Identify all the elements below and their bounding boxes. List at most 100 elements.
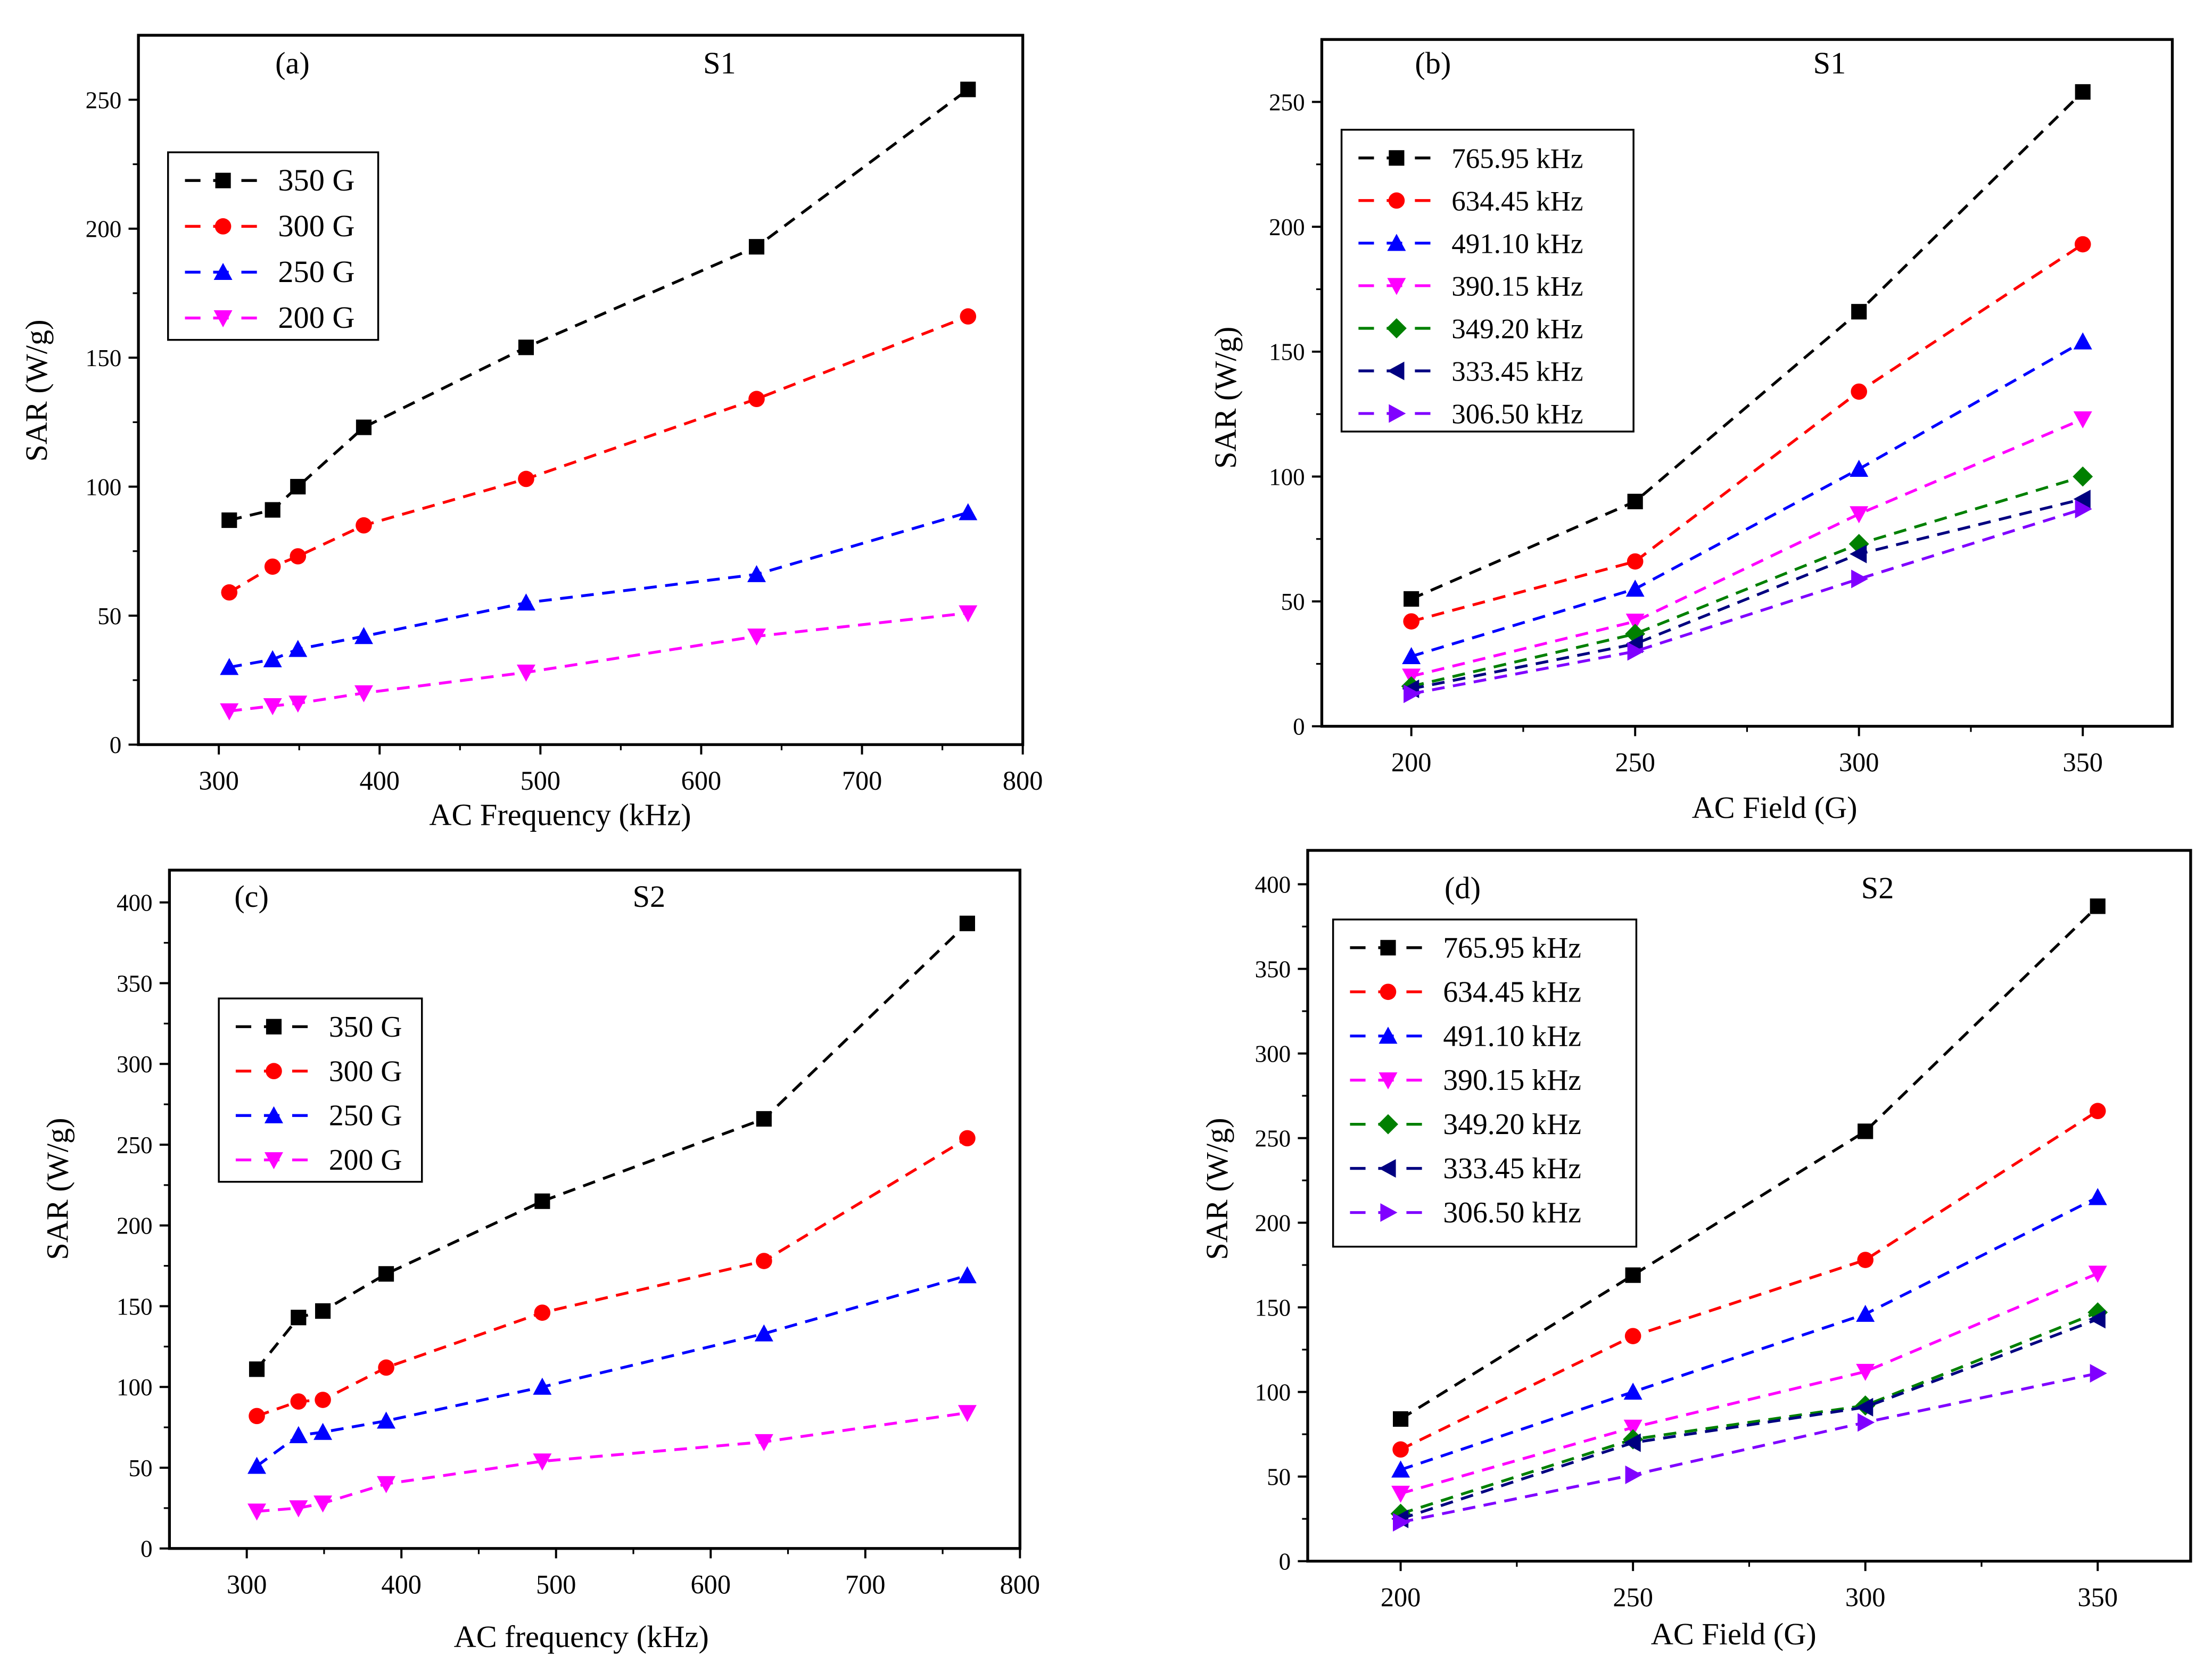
series-300-g [249,1130,976,1425]
series-line [1410,340,2084,658]
chart-panel-a: 300 400 500 600 700 800 0 50 100 150 200 250 AC Freq… [19,34,1043,832]
series-200-g [247,1405,977,1521]
legend-item: 200 G [235,1144,402,1177]
series-306-50-khz [1393,1364,2107,1532]
data-point [356,419,372,435]
data-point [289,1500,308,1518]
data-point [265,502,280,518]
legend-marker [1378,1114,1398,1135]
data-point [2090,1364,2107,1383]
y-tick-label: 0 [110,732,122,758]
legend-item: 350 G [185,163,355,197]
series-306-50-khz [1404,499,2092,704]
data-point [1391,1460,1410,1478]
data-point [747,628,766,646]
series-300-g [221,308,977,601]
data-point [247,1457,267,1474]
data-point [2088,1188,2107,1205]
legend-marker [215,172,231,188]
data-point [313,1422,333,1440]
legend-label: 349.20 kHz [1443,1108,1581,1141]
legend-marker [1388,192,1405,209]
data-point [289,1426,308,1443]
data-point [1627,553,1644,570]
y-tick-label: 0 [1279,1548,1291,1575]
data-point [1858,1413,1875,1432]
legend-item: 634.45 kHz [1358,186,1583,217]
data-point [1850,544,1867,564]
data-point [377,1476,396,1493]
series-line [1400,1311,2099,1516]
chart-title: S2 [1861,871,1894,905]
legend-box [1332,919,1638,1248]
y-tick-label: 50 [1267,1463,1291,1490]
legend-item: 765.95 kHz [1358,143,1583,174]
x-tick-label: 500 [521,766,561,796]
legend-label: 765.95 kHz [1451,143,1583,174]
y-tick-label: 100 [117,1374,153,1401]
data-point [1856,1304,1875,1322]
data-point [1857,1252,1874,1268]
panel-label: (d) [1445,871,1481,905]
data-point [958,1266,977,1284]
legend-label: 200 G [278,300,354,335]
legend-label: 349.20 kHz [1451,313,1583,344]
data-point [2074,236,2091,253]
data-point [2073,332,2092,350]
data-point [288,696,308,713]
y-tick-label: 50 [129,1455,153,1482]
data-point [518,470,534,487]
data-point [1393,1411,1409,1427]
data-point [378,1266,394,1282]
data-point [290,548,307,565]
data-point [533,1453,552,1471]
data-point [516,593,535,611]
legend-label: 306.50 kHz [1451,399,1583,430]
y-tick-label: 250 [1269,89,1305,115]
legend-marker [1379,1159,1396,1178]
data-point [754,1434,773,1451]
y-tick-label: 250 [1255,1125,1291,1152]
data-point [516,664,535,682]
y-tick-label: 400 [1255,871,1291,898]
legend-marker [213,310,233,328]
series-line [255,1274,968,1468]
series-250-g [220,503,978,675]
data-point [290,478,306,495]
series-line [1411,507,2084,696]
y-tick-label: 250 [86,87,122,113]
x-tick-label: 200 [1381,1582,1421,1612]
data-point [1404,591,1419,607]
data-point [2089,1103,2106,1120]
series-line [1400,1318,2099,1520]
y-tick-label: 200 [1255,1210,1291,1236]
data-point [247,1503,267,1521]
chart-title: S2 [633,879,666,914]
data-point [518,340,534,355]
x-tick-label: 400 [381,1570,422,1600]
data-point [354,627,373,644]
data-point [1402,647,1421,664]
data-point [2075,499,2092,518]
y-tick-label: 100 [1255,1379,1291,1405]
data-point [288,640,308,657]
legend-label: 250 G [329,1099,402,1132]
chart-panel-d: 200 250 300 350 0 50 100 150 200 250 300 350 400 AC F… [1200,849,2192,1651]
legend-label: 765.95 kHz [1443,931,1581,964]
x-tick-label: 800 [1000,1570,1041,1600]
legend-item: 634.45 kHz [1350,975,1581,1008]
legend-item: 333.45 kHz [1358,357,1583,387]
data-point [313,1495,333,1513]
y-tick-label: 100 [86,474,122,500]
legend-item: 390.15 kHz [1350,1064,1581,1097]
data-point [959,915,975,931]
x-tick-label: 600 [691,1570,731,1600]
legend-marker [1387,278,1406,295]
legend-item: 300 G [235,1055,402,1088]
data-point [1625,614,1645,631]
chart-title: S1 [703,46,736,80]
data-point [249,1408,265,1425]
series-line [1400,905,2099,1420]
